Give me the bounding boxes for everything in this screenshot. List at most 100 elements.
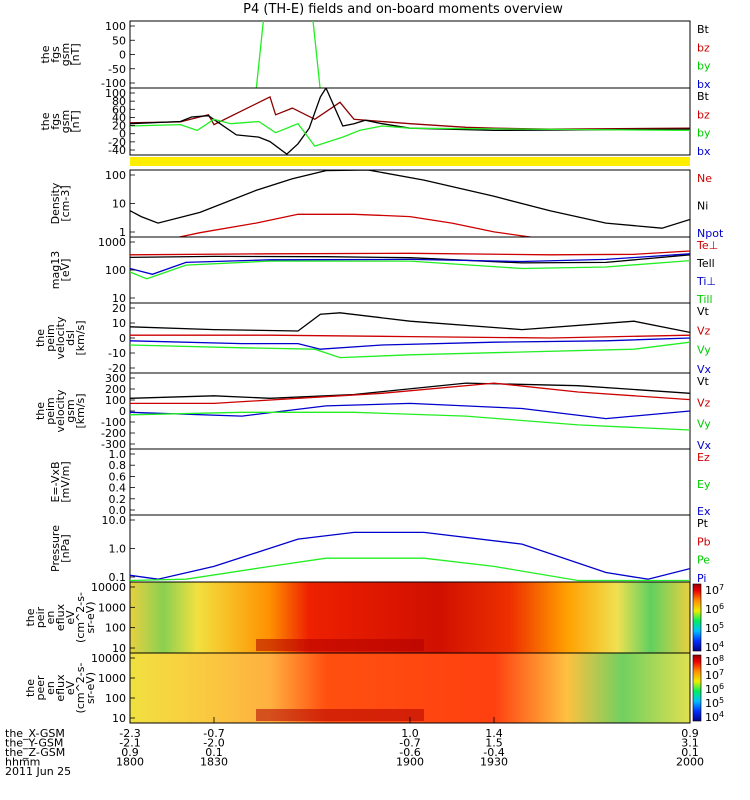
y-tick-label: 100 <box>105 394 126 407</box>
y-axis-label: E=-VxB[mV/m] <box>49 461 72 502</box>
y-axis-label: thepeimvelocitydsl[km/s] <box>34 316 87 359</box>
panel-frame <box>129 448 691 516</box>
legend-item-Till: Till <box>696 293 713 306</box>
footer-value: 2000 <box>676 756 704 769</box>
y-tick-label: 1000 <box>98 236 126 249</box>
legend-item-Vz: Vz <box>697 396 711 409</box>
y-tick-label: 0 <box>119 332 126 345</box>
y-tick-label: 1000 <box>98 672 126 685</box>
footer-value: -2.3 <box>119 727 140 740</box>
legend-item-Te⊥: Te⊥ <box>696 239 718 252</box>
colorbar-tick-label: 106 <box>705 682 724 696</box>
series-Vy <box>130 411 690 431</box>
footer-value: -0.6 <box>399 746 420 759</box>
series-Pi <box>130 531 690 580</box>
y-tick-label: 20 <box>112 120 126 133</box>
y-tick-label: -10 <box>108 347 126 360</box>
colorbar-peir_eflux: 107 106 105 104 <box>692 583 724 654</box>
legend-item-bz: bz <box>697 41 710 54</box>
legend-item-Pe: Pe <box>697 554 710 567</box>
panel-pressure: 10.0 1.0 0.1 Pressure[nPa] Pt Pb Pe Pi <box>49 514 711 585</box>
panel-velocity_dsl: 20 10 0 -10 -20 thepeimvelocitydsl[km/s] Vt Vz V… <box>34 302 712 376</box>
y-axis-label: Density[cm-3] <box>49 182 72 224</box>
series-Vx <box>130 402 690 420</box>
y-tick-label: 100 <box>105 87 126 100</box>
panel-frame <box>129 236 691 304</box>
y-axis-label: thepeimvelocitygsm[km/s] <box>34 389 87 432</box>
legend-item-Npot: Npot <box>697 227 724 240</box>
colorbar-tick-label: 104 <box>705 640 724 654</box>
y-tick-label: 60 <box>112 103 126 116</box>
y-axis-label: thepeerenefluxeV(cm^2-s-sr-eV) <box>24 663 97 714</box>
panel-frame <box>129 87 691 156</box>
y-tick-label: -40 <box>108 144 126 157</box>
y-tick-label: 1000 <box>98 601 126 614</box>
y-tick-label: 0.1 <box>109 571 127 584</box>
legend-item-bx: bx <box>697 145 711 158</box>
y-tick-label: 100 <box>105 20 126 33</box>
series-Vt <box>130 312 690 334</box>
legend-item-Vx: Vx <box>697 363 712 376</box>
colorbar-scale <box>692 583 702 652</box>
legend-item-Ey: Ey <box>697 478 711 491</box>
series-by <box>130 118 690 147</box>
legend-item-Pt: Pt <box>697 517 709 530</box>
series-bz <box>130 95 690 130</box>
footer-value: 1800 <box>116 756 144 769</box>
y-tick-label: 10000 <box>91 652 126 665</box>
colorbar-tick-label: 105 <box>705 696 724 710</box>
footer-value: 1830 <box>200 756 228 769</box>
series-by <box>255 21 321 88</box>
y-tick-label: 0.2 <box>109 493 127 506</box>
footer-value: 0.9 <box>121 746 139 759</box>
footer-value: -0.4 <box>483 746 504 759</box>
y-tick-label: 10 <box>112 712 126 725</box>
legend-item-Vy: Vy <box>697 418 711 431</box>
y-axis-label: thepeirenefluxeV(cm^2-s-sr-eV) <box>24 592 97 643</box>
y-tick-label: 0.0 <box>109 504 127 517</box>
footer-value: -2.0 <box>203 737 224 750</box>
y-tick-label: 50 <box>112 34 126 47</box>
series-Ni <box>130 170 690 229</box>
y-tick-label: 1.0 <box>109 448 127 461</box>
y-tick-label: -20 <box>108 136 126 149</box>
legend-item-Ni: Ni <box>697 200 708 213</box>
series-Vz <box>130 382 690 405</box>
spectrogram-core <box>256 709 424 721</box>
footer-row-label: hhmm <box>5 756 40 769</box>
y-tick-label: 10.0 <box>102 514 127 527</box>
series-Pe <box>130 557 690 582</box>
y-tick-label: 20 <box>112 302 126 315</box>
y-tick-label: 10 <box>112 292 126 305</box>
y-tick-label: 0 <box>119 128 126 141</box>
series-Ti⊥ <box>130 253 690 275</box>
panel-peir_eflux: 107 106 105 104 10000 1000 100 10 thepeireneflux… <box>24 581 724 655</box>
legend-item-Pb: Pb <box>697 535 711 548</box>
colorbar-tick-label: 107 <box>705 583 724 597</box>
y-tick-label: 200 <box>105 383 126 396</box>
series-Vy <box>130 341 690 359</box>
footer-value: 1.5 <box>485 737 503 750</box>
footer-row-label: 2011 Jun 25 <box>5 765 71 778</box>
footer-value: 0.1 <box>681 746 699 759</box>
colorbar-scale <box>692 654 702 722</box>
y-axis-label: thefgsgsm[nT] <box>39 110 82 133</box>
y-tick-label: -50 <box>108 63 126 76</box>
footer-value: 0.9 <box>681 727 699 740</box>
y-tick-label: -100 <box>101 416 126 429</box>
series-Till <box>130 259 690 280</box>
y-tick-label: 100 <box>105 264 126 277</box>
legend-item-Vt: Vt <box>697 305 710 318</box>
legend-item-by: by <box>697 60 711 73</box>
y-tick-label: 80 <box>112 95 126 108</box>
spectrogram-core <box>256 639 424 651</box>
footer-value: 1900 <box>396 756 424 769</box>
colorbar-tick-label: 104 <box>705 710 724 724</box>
y-tick-label: -200 <box>101 427 126 440</box>
separator-bar <box>130 157 690 166</box>
legend-item-bz: bz <box>697 108 710 121</box>
